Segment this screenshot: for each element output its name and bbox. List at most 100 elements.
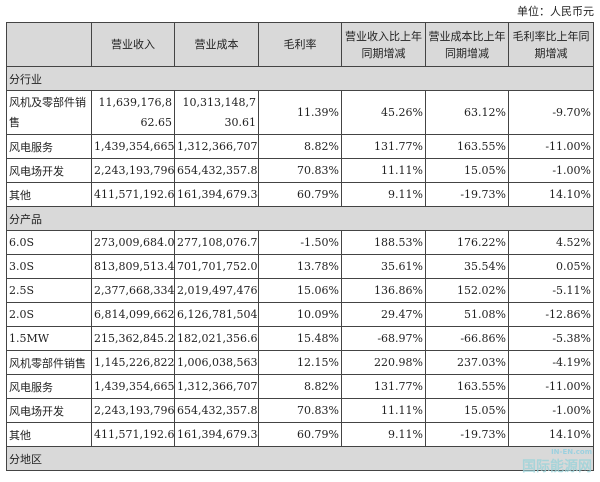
watermark-top: IN-EN.com — [551, 448, 592, 456]
table-cell: -19.73% — [425, 422, 509, 447]
table-cell: 152.02% — [425, 278, 509, 303]
table-cell: 1,006,038,563.93 — [174, 350, 259, 375]
table-cell: 161,394,679.34 — [174, 182, 259, 207]
table-cell: -11.00% — [508, 374, 594, 399]
table-cell: 9.11% — [341, 422, 426, 447]
row-label: 风电场开发 — [6, 158, 92, 183]
table-row: 风电场开发2,243,193,796.64654,432,357.8770.83… — [6, 398, 594, 423]
table-row: 风电场开发2,243,193,796.64654,432,357.8770.83… — [6, 158, 594, 183]
row-label: 其他 — [6, 182, 92, 207]
table-cell: 8.82% — [258, 134, 342, 159]
row-label: 风电服务 — [6, 134, 92, 159]
table-row: 1.5MW 215,362,845.20 182,021,356.63 15.48% -… — [6, 326, 594, 351]
table-cell: 2,243,193,796.64 — [91, 398, 175, 423]
table-cell: 70.83% — [258, 398, 342, 423]
table-cell: 35.54% — [425, 254, 509, 279]
table-cell: 163.55% — [425, 374, 509, 399]
table-cell: 6,126,781,504.39 — [174, 302, 259, 327]
table-cell: 29.47% — [341, 302, 426, 327]
table-cell: -9.70% — [508, 90, 594, 135]
table-cell: 188.53% — [341, 230, 426, 255]
table-cell: 813,809,513.49 — [91, 254, 175, 279]
column-header: 营业收入比上年同期增减 — [341, 22, 426, 67]
table-cell: 131.77% — [341, 374, 426, 399]
table-row: 3.0S 813,809,513.49 701,701,752.00 13.78% 35… — [6, 254, 594, 279]
row-label: 风电服务 — [6, 374, 92, 399]
table-cell: 215,362,845.20 — [91, 326, 175, 351]
table-cell: 237.03% — [425, 350, 509, 375]
table-cell: 1,312,366,707.66 — [174, 134, 259, 159]
table-cell: -68.97% — [341, 326, 426, 351]
row-label: 风机零部件销售 — [6, 350, 92, 375]
table-cell: -19.73% — [425, 182, 509, 207]
table-cell: 182,021,356.63 — [174, 326, 259, 351]
table-cell: 136.86% — [341, 278, 426, 303]
section-title: 分行业 — [6, 66, 594, 91]
row-label: 1.5MW — [6, 326, 92, 351]
table-cell: 9.11% — [341, 182, 426, 207]
table-row: 其他 411,571,192.65 161,394,679.34 60.79% 9.11… — [6, 182, 594, 207]
table-cell: 15.48% — [258, 326, 342, 351]
table-cell: 10,313,148,730.61 — [174, 90, 259, 135]
table-cell: 411,571,192.65 — [91, 422, 175, 447]
table-cell: 8.82% — [258, 374, 342, 399]
row-label: 2.0S — [6, 302, 92, 327]
watermark-logo: IN-EN.com 国际能源网 — [522, 448, 592, 476]
table-cell: 51.08% — [425, 302, 509, 327]
table-cell: -5.11% — [508, 278, 594, 303]
table-cell: 14.10% — [508, 422, 594, 447]
table-cell: 60.79% — [258, 422, 342, 447]
table-cell: 273,009,684.08 — [91, 230, 175, 255]
table-cell: -1.00% — [508, 158, 594, 183]
unit-label: 单位：人民币元 — [517, 5, 594, 18]
table-row: 2.0S6,814,099,662.816,126,781,504.3910.0… — [6, 302, 594, 327]
table-cell: 1,312,366,707.66 — [174, 374, 259, 399]
section-title: 分产品 — [6, 206, 594, 231]
table-row: 其他 411,571,192.65 161,394,679.34 60.79% 9.11… — [6, 422, 594, 447]
table-row: 风机及零部件销售 11,639,176,862.65 10,313,148,730.… — [6, 90, 594, 135]
row-label: 风机及零部件销售 — [6, 90, 92, 135]
row-label: 风电场开发 — [6, 398, 92, 423]
table-cell: 2,019,497,476.91 — [174, 278, 259, 303]
table-cell: 11.39% — [258, 90, 342, 135]
table-cell: 45.26% — [341, 90, 426, 135]
row-label: 6.0S — [6, 230, 92, 255]
table-row: 风电服务1,439,354,665.851,312,366,707.668.82… — [6, 374, 594, 399]
column-header: 毛利率比上年同期增减 — [508, 22, 594, 67]
table-cell: 220.98% — [341, 350, 426, 375]
table-cell: 11.11% — [341, 398, 426, 423]
table-cell: 10.09% — [258, 302, 342, 327]
table-cell: 0.05% — [508, 254, 594, 279]
table-cell: 12.15% — [258, 350, 342, 375]
table-cell: -12.86% — [508, 302, 594, 327]
table-cell: 14.10% — [508, 182, 594, 207]
table-cell: 2,243,193,796.64 — [91, 158, 175, 183]
table-cell: -1.50% — [258, 230, 342, 255]
table-cell: 15.05% — [425, 158, 509, 183]
table-cell: 277,108,076.75 — [174, 230, 259, 255]
column-header: 营业成本比上年同期增减 — [425, 22, 509, 67]
table-row: 2.5S2,377,668,334.242,019,497,476.9115.0… — [6, 278, 594, 303]
watermark-bottom: 国际能源网 — [522, 459, 592, 475]
table-cell: 654,432,357.87 — [174, 158, 259, 183]
section-row: 分产品 — [6, 206, 594, 231]
table-cell: 2,377,668,334.24 — [91, 278, 175, 303]
section-title: 分地区 — [6, 446, 594, 471]
table-cell: 161,394,679.34 — [174, 422, 259, 447]
revenue-table: 营业收入 营业成本 毛利率 营业收入比上年同期增减 营业成本比上年同期增减 毛利率比上年同… — [6, 22, 594, 471]
header-row: 营业收入 营业成本 毛利率 营业收入比上年同期增减 营业成本比上年同期增减 毛利率比上年同… — [6, 22, 594, 67]
table-cell: 60.79% — [258, 182, 342, 207]
row-label: 3.0S — [6, 254, 92, 279]
section-row: 分行业 — [6, 66, 594, 91]
column-header: 毛利率 — [258, 22, 342, 67]
table-row: 风电服务1,439,354,665.851,312,366,707.668.82… — [6, 134, 594, 159]
section-row: 分地区 — [6, 446, 594, 471]
table-cell: 163.55% — [425, 134, 509, 159]
table-cell: 654,432,357.87 — [174, 398, 259, 423]
table-cell: 1,439,354,665.85 — [91, 374, 175, 399]
row-label: 2.5S — [6, 278, 92, 303]
table-cell: 15.06% — [258, 278, 342, 303]
table-cell: 4.52% — [508, 230, 594, 255]
row-label: 其他 — [6, 422, 92, 447]
table-cell: 70.83% — [258, 158, 342, 183]
